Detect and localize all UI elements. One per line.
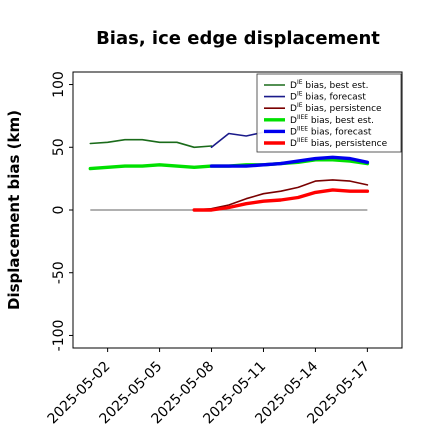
- legend-label-4: DIIEE bias, best est.: [290, 114, 374, 126]
- y-axis: -100 -50 0 50 100: [51, 71, 73, 351]
- y-tick-label: 0: [51, 206, 67, 215]
- series-line-2: [210, 131, 265, 149]
- legend-label-1: DIE bias, best est.: [290, 79, 368, 91]
- y-tick-label: 50: [51, 138, 67, 156]
- legend-box: [256, 73, 402, 153]
- x-axis: 2025-05-022025-05-052025-05-082025-05-11…: [45, 348, 373, 427]
- legend-label-2: DIE bias, forecast: [290, 91, 366, 103]
- series-line-1: [89, 138, 213, 149]
- y-tick-label: -50: [51, 261, 67, 284]
- series-line-3: [193, 179, 369, 211]
- legend-label-6: DIIEE bias, persistence: [290, 137, 388, 149]
- legend-label-5: DIIEE bias, forecast: [290, 125, 372, 137]
- y-tick-label: 100: [51, 71, 67, 98]
- chart-title: Bias, ice edge displacement: [96, 28, 380, 49]
- series-line-6: [192, 188, 370, 212]
- legend: DIE bias, best est.DIE bias, forecastDIE…: [256, 73, 402, 153]
- y-axis-label: Displacement bias (km): [5, 110, 23, 310]
- y-tick-label: -100: [51, 320, 67, 352]
- series-line-5: [209, 155, 370, 168]
- legend-label-3: DIE bias, persistence: [290, 102, 382, 114]
